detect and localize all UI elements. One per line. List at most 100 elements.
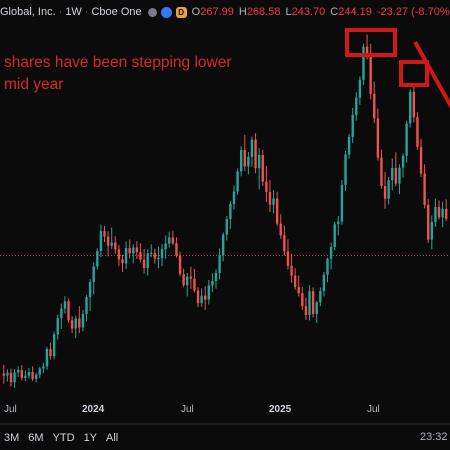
candle[interactable] <box>146 249 149 276</box>
candle[interactable] <box>333 221 336 251</box>
market-status-icon[interactable] <box>147 7 157 17</box>
range-1y-button[interactable]: 1Y <box>83 431 98 444</box>
candle[interactable] <box>92 262 95 295</box>
candle[interactable] <box>412 85 416 123</box>
candle[interactable] <box>211 273 214 292</box>
candle[interactable] <box>74 315 77 338</box>
candle[interactable] <box>247 152 250 175</box>
candle[interactable] <box>430 215 434 250</box>
candle[interactable] <box>110 227 113 250</box>
candle[interactable] <box>99 224 103 258</box>
candle[interactable] <box>376 108 380 161</box>
candle[interactable] <box>445 199 448 222</box>
candle[interactable] <box>70 316 74 334</box>
candle[interactable] <box>272 190 275 214</box>
candle[interactable] <box>340 179 344 225</box>
candle[interactable] <box>427 198 430 243</box>
candle[interactable] <box>293 268 297 290</box>
candle[interactable] <box>387 177 390 205</box>
candle[interactable] <box>135 241 139 259</box>
candle[interactable] <box>128 239 131 259</box>
candle[interactable] <box>380 149 383 189</box>
candle[interactable] <box>236 168 239 195</box>
candle[interactable] <box>168 231 171 248</box>
candle[interactable] <box>42 362 45 374</box>
candle[interactable] <box>67 298 70 323</box>
candle[interactable] <box>121 255 124 272</box>
candle[interactable] <box>81 309 85 332</box>
candle[interactable] <box>362 43 365 86</box>
candle[interactable] <box>297 275 300 297</box>
candle[interactable] <box>52 331 56 360</box>
candle[interactable] <box>308 285 311 321</box>
flag-icon[interactable] <box>160 6 172 18</box>
candle[interactable] <box>383 172 387 209</box>
candle[interactable] <box>103 225 106 243</box>
candle[interactable] <box>200 288 203 307</box>
candle[interactable] <box>283 225 286 256</box>
candle[interactable] <box>347 134 351 159</box>
candle[interactable] <box>222 232 225 262</box>
candle[interactable] <box>232 185 236 210</box>
candle[interactable] <box>171 230 175 246</box>
candle[interactable] <box>139 243 142 263</box>
candle[interactable] <box>186 272 189 297</box>
candle[interactable] <box>423 164 426 209</box>
range-6m-button[interactable]: 6M <box>28 431 44 444</box>
candle[interactable] <box>142 249 146 274</box>
range-3m-button[interactable]: 3M <box>4 431 20 444</box>
candle[interactable] <box>20 365 23 381</box>
candle[interactable] <box>214 269 218 289</box>
candle[interactable] <box>401 153 405 178</box>
candle[interactable] <box>207 280 211 305</box>
candle[interactable] <box>196 287 200 307</box>
candle[interactable] <box>85 295 88 322</box>
candle[interactable] <box>344 150 347 192</box>
candle[interactable] <box>157 246 160 269</box>
candle[interactable] <box>437 200 441 220</box>
candle[interactable] <box>441 201 444 228</box>
candle[interactable] <box>117 245 121 266</box>
candle[interactable] <box>419 138 423 178</box>
candle[interactable] <box>218 248 221 280</box>
candle[interactable] <box>373 81 376 123</box>
candle[interactable] <box>60 303 63 329</box>
candle[interactable] <box>326 257 329 283</box>
candle[interactable] <box>239 146 243 177</box>
candle[interactable] <box>9 368 13 387</box>
candle[interactable] <box>178 251 182 277</box>
interval-label[interactable]: 1W <box>65 6 82 18</box>
candle[interactable] <box>254 133 257 174</box>
candle[interactable] <box>257 148 261 190</box>
range-all-button[interactable]: All <box>106 431 119 444</box>
candle[interactable] <box>153 248 157 264</box>
candle[interactable] <box>329 242 333 270</box>
candle[interactable] <box>31 366 34 381</box>
candle[interactable] <box>175 237 178 258</box>
candle[interactable] <box>132 244 135 264</box>
candle[interactable] <box>279 214 282 239</box>
candle[interactable] <box>405 120 408 163</box>
candle[interactable] <box>225 215 228 241</box>
range-ytd-button[interactable]: YTD <box>52 431 75 444</box>
candle[interactable] <box>182 268 185 288</box>
dividend-badge-icon[interactable]: D <box>175 6 187 18</box>
candle[interactable] <box>301 287 304 310</box>
candle[interactable] <box>394 152 398 187</box>
candle[interactable] <box>96 248 99 270</box>
candle[interactable] <box>416 112 419 150</box>
candle[interactable] <box>106 231 110 257</box>
candle[interactable] <box>63 296 67 314</box>
candle[interactable] <box>24 370 27 382</box>
candle[interactable] <box>160 244 164 267</box>
candle[interactable] <box>311 287 315 318</box>
candle[interactable] <box>56 314 59 340</box>
candle[interactable] <box>250 136 254 167</box>
candle[interactable] <box>6 369 9 382</box>
candle[interactable] <box>391 158 394 191</box>
candle[interactable] <box>193 268 196 293</box>
candle[interactable] <box>49 342 52 360</box>
candle[interactable] <box>358 76 362 105</box>
candle[interactable] <box>286 239 290 270</box>
